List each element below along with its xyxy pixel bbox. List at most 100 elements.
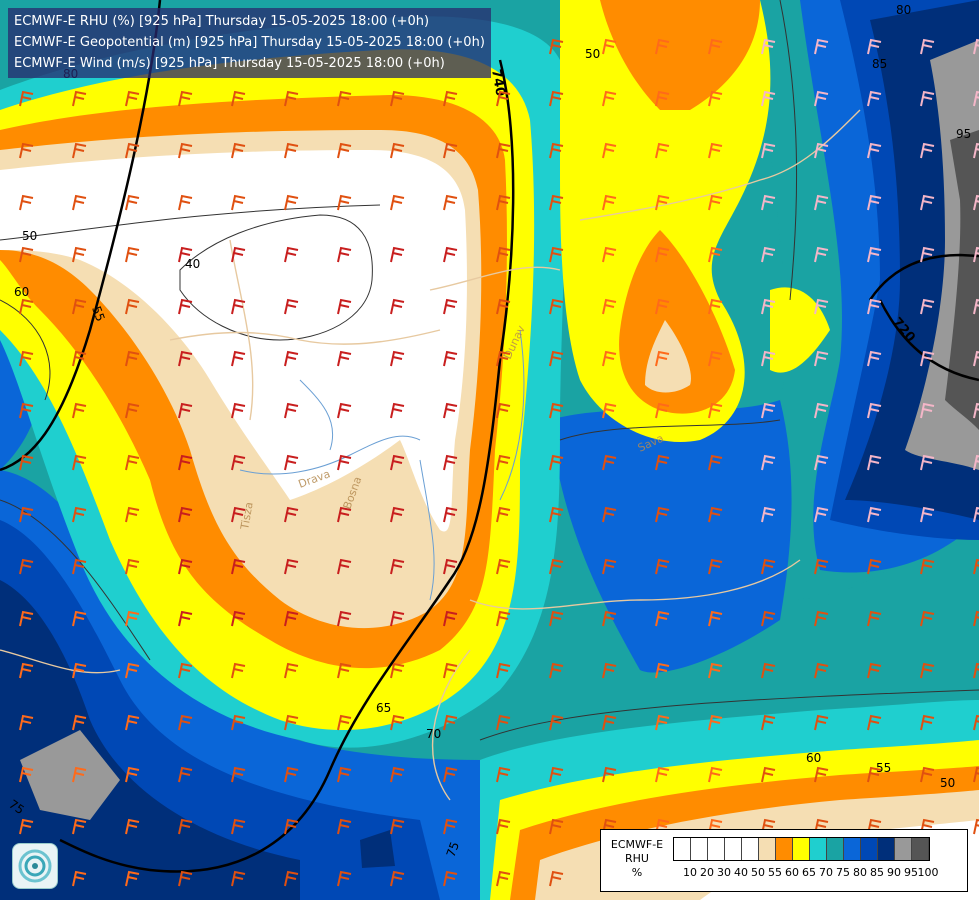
wind-barb [337,870,352,887]
wind-barb [708,194,723,211]
wind-barb [867,402,882,419]
wind-barb [125,246,140,263]
wind-barb [761,194,776,211]
wind-barb [602,766,617,783]
wind-barb [655,246,670,263]
wind-barb [443,298,458,315]
wind-barb [72,454,87,471]
wind-barb [443,870,458,887]
legend-swatch [708,838,725,860]
legend-tick-label: 70 [819,866,833,879]
wind-barb [19,90,34,107]
wind-barb [496,558,511,575]
wind-barb [814,350,829,367]
wind-barb [284,662,299,679]
wind-barb [496,298,511,315]
wind-barb [602,298,617,315]
wind-barb [390,870,405,887]
wind-barb [973,714,979,731]
wind-barb [761,610,776,627]
wind-barb [602,38,617,55]
wind-barb [284,90,299,107]
wind-barb [496,766,511,783]
wind-barb [390,350,405,367]
wind-barb [443,142,458,159]
wind-barb [973,818,979,835]
wind-barb [761,246,776,263]
wind-barb [19,194,34,211]
wind-barb [973,194,979,211]
wind-barb [814,142,829,159]
wind-barb [72,246,87,263]
wind-barb [72,870,87,887]
wind-barb [867,506,882,523]
wind-barb [231,714,246,731]
wind-barb [72,558,87,575]
wind-barb [867,454,882,471]
wind-barb [284,298,299,315]
wind-barb [125,350,140,367]
wind-barb [178,714,193,731]
wind-barb [814,298,829,315]
legend-swatch [776,838,793,860]
wind-barb [602,90,617,107]
wind-barb [125,454,140,471]
wind-barb [72,714,87,731]
wind-barb [761,298,776,315]
legend-swatch [844,838,861,860]
wind-barb [72,506,87,523]
wind-barb [390,454,405,471]
wind-barb [867,610,882,627]
wind-barb [761,454,776,471]
legend-swatch [742,838,759,860]
wind-barb [178,90,193,107]
wind-barb [284,818,299,835]
contour-label-55-se: 55 [876,761,891,775]
wind-barb [761,662,776,679]
wind-barb [973,90,979,107]
wind-barb [920,610,935,627]
wind-barb [72,142,87,159]
wind-barb [178,662,193,679]
wind-barb [867,298,882,315]
wind-barb [284,766,299,783]
legend-tick-label: 55 [768,866,782,879]
geopotential-label-740: 740 [488,68,507,97]
contour-label-40: 40 [185,257,200,271]
contour-label-70: 70 [426,727,441,741]
wind-barb [761,90,776,107]
wind-barb [284,350,299,367]
wind-barb [496,402,511,419]
wind-barb [231,818,246,835]
wind-barb [443,610,458,627]
wind-barb [284,194,299,211]
legend-tick-label: 30 [717,866,731,879]
wind-barb [973,662,979,679]
legend-tick-label: 90 [887,866,901,879]
wind-barb [549,402,564,419]
wind-barb [72,818,87,835]
legend-tick-label: 80 [853,866,867,879]
wind-barb [867,194,882,211]
wind-barb [337,610,352,627]
wind-barb [19,714,34,731]
wind-barb [655,662,670,679]
wind-barb [761,38,776,55]
wind-barb [814,194,829,211]
wind-barb [72,298,87,315]
wind-barb [178,558,193,575]
wind-barb [549,506,564,523]
wind-barb [602,350,617,367]
wind-barb [549,818,564,835]
wind-barb [231,142,246,159]
wind-barb [125,142,140,159]
wind-barb [443,506,458,523]
wind-barb [708,558,723,575]
legend-tick-label: 40 [734,866,748,879]
wind-barb [125,662,140,679]
wind-barb [814,454,829,471]
wind-barb [125,558,140,575]
wind-barb [231,610,246,627]
wind-barb [284,558,299,575]
